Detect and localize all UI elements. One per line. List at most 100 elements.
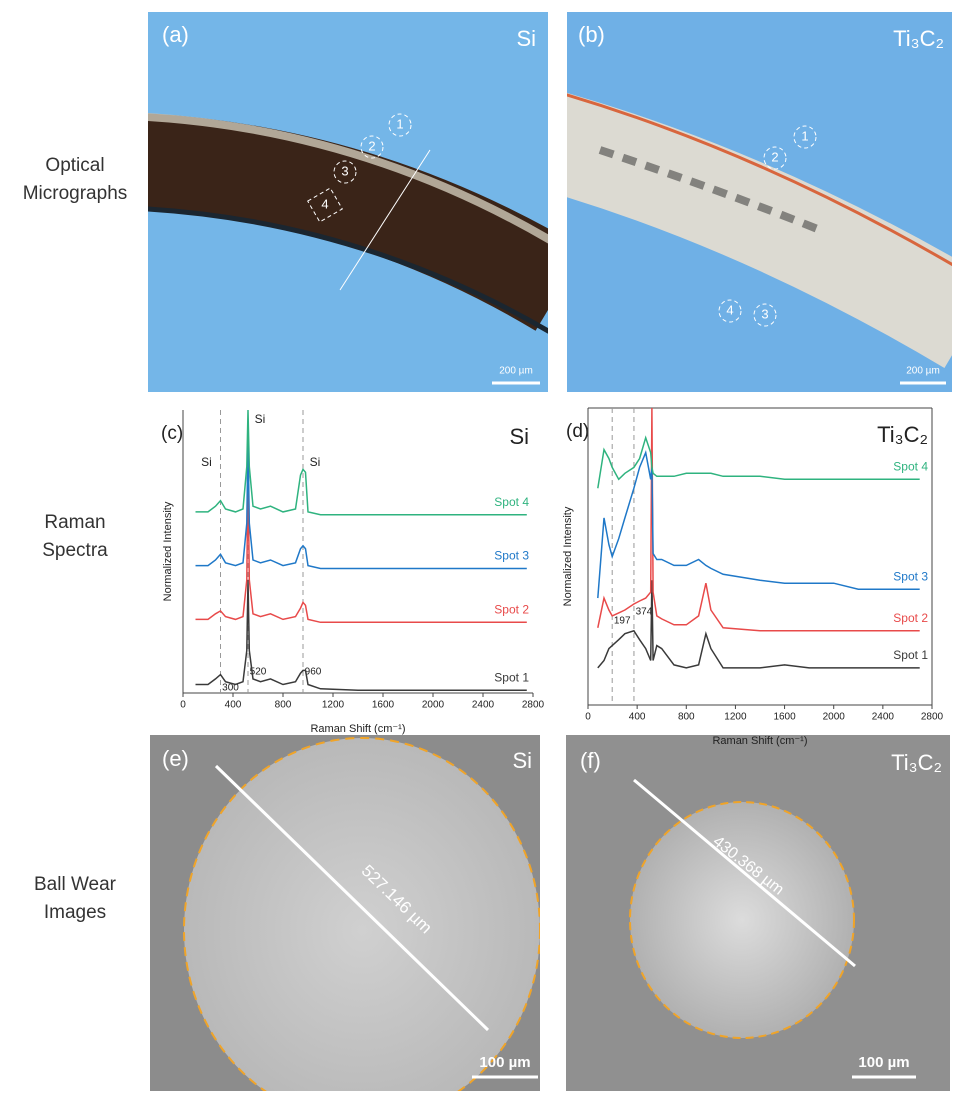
row-label: Raman (44, 512, 105, 533)
panel-label: (f) (580, 748, 601, 773)
spot-label: 1 (801, 128, 808, 143)
x-tick-label: 2000 (422, 700, 445, 711)
wear-scar (184, 738, 540, 1091)
track-edge (567, 93, 952, 267)
spot-circle (307, 187, 343, 223)
panel-title: Si (516, 26, 536, 51)
x-tick-label: 2000 (823, 712, 846, 723)
series-label: Spot 4 (893, 459, 928, 473)
panel-title: Ti₃C₂ (893, 26, 944, 51)
wear-track (148, 113, 548, 331)
spectrum (195, 466, 527, 624)
x-tick-label: 2800 (921, 712, 944, 723)
peak-label: 520 (250, 667, 267, 678)
series-label: Spot 3 (893, 569, 928, 583)
panel-title: Ti₃C₂ (891, 750, 942, 775)
x-tick-label: 1200 (322, 700, 345, 711)
x-tick-label: 2800 (522, 700, 545, 711)
scale-label: 200 µm (499, 366, 533, 377)
scar-outline (183, 737, 540, 1091)
spectrum (597, 435, 920, 489)
scale-label: 200 µm (906, 366, 940, 377)
spectrum (597, 407, 920, 632)
x-tick-label: 2400 (872, 712, 895, 723)
spot-circle (388, 113, 412, 137)
spectrum (597, 449, 920, 599)
micrograph-a: 1 2 3 4 (a) Si 200 µm (148, 12, 548, 392)
peak-label: 960 (305, 667, 322, 678)
row-label: Micrographs (23, 183, 128, 204)
peak-label: 300 (222, 683, 239, 694)
diameter-arrow (633, 778, 856, 968)
series-label: Spot 2 (893, 611, 928, 625)
spot-circle (763, 146, 787, 170)
spot-circle (360, 135, 384, 159)
track-edge (148, 112, 548, 244)
spot-circle (333, 160, 357, 184)
spot-circle (793, 125, 817, 149)
debris (598, 146, 822, 234)
spectrum (195, 438, 527, 570)
scale-label: 100 µm (479, 1054, 530, 1071)
spot-label: 3 (761, 306, 768, 321)
spot-label: 2 (771, 149, 778, 164)
spot-label: 1 (396, 116, 403, 131)
x-axis-label: Raman Shift (cm⁻¹) (310, 723, 405, 735)
panel-label: (a) (162, 22, 189, 47)
series-label: Spot 3 (494, 549, 529, 563)
scan-line (339, 149, 431, 291)
series-label: Spot 2 (494, 602, 529, 616)
annotation: Si (255, 412, 266, 426)
annotation: Si (201, 455, 212, 469)
panel-label: (b) (578, 22, 605, 47)
wear-scar (630, 802, 854, 1038)
x-tick-label: 0 (585, 712, 591, 723)
x-tick-label: 2400 (472, 700, 495, 711)
x-tick-label: 400 (225, 700, 242, 711)
panel-label: (c) (161, 423, 183, 444)
spectrum (195, 579, 527, 691)
track-edge (148, 206, 548, 334)
x-tick-label: 400 (629, 712, 646, 723)
wear-track (567, 92, 952, 368)
annotation: Si (310, 455, 321, 469)
spot-label: 4 (726, 302, 733, 317)
spectrum (597, 580, 920, 669)
row-label: Optical (45, 155, 104, 176)
x-tick-label: 1200 (724, 712, 747, 723)
x-tick-label: 1600 (773, 712, 796, 723)
x-tick-label: 0 (180, 700, 186, 711)
ball-wear-e: 527.146 µm (e) Si 100 µm (150, 735, 540, 1091)
x-tick-label: 800 (678, 712, 695, 723)
peak-label: 197 (614, 616, 631, 627)
series-label: Spot 1 (494, 670, 529, 684)
x-tick-label: 1600 (372, 700, 395, 711)
y-axis-label: Normalized Intensity (562, 506, 574, 606)
panel-label: (e) (162, 746, 189, 771)
chart-title: Ti₃C₂ (877, 422, 928, 447)
spot-label: 4 (321, 196, 328, 211)
series-label: Spot 1 (893, 648, 928, 662)
row-label: Spectra (42, 540, 108, 561)
scar-outline (629, 801, 855, 1039)
x-tick-label: 800 (275, 700, 292, 711)
panel-title: Si (512, 748, 532, 773)
series-label: Spot 4 (494, 495, 529, 509)
x-axis-label: Raman Shift (cm⁻¹) (712, 735, 807, 747)
ball-wear-f: 430.368 µm (f) Ti₃C₂ 100 µm (566, 735, 950, 1091)
diameter-arrow (214, 764, 490, 1032)
peak-label: 374 (636, 607, 653, 618)
row-label: Images (44, 902, 106, 923)
spectrum (195, 409, 527, 516)
chart-title: Si (509, 424, 529, 449)
panel-label: (d) (566, 421, 589, 442)
row-label: Ball Wear (34, 874, 117, 895)
spot-circle (718, 299, 742, 323)
micrograph-b: 1 2 3 4 (b) Ti₃C₂ 200 µm (567, 12, 952, 392)
spot-circle (753, 303, 777, 327)
spot-label: 3 (341, 163, 348, 178)
scale-label: 100 µm (858, 1054, 909, 1071)
spot-label: 2 (368, 138, 375, 153)
y-axis-label: Normalized Intensity (162, 501, 174, 601)
